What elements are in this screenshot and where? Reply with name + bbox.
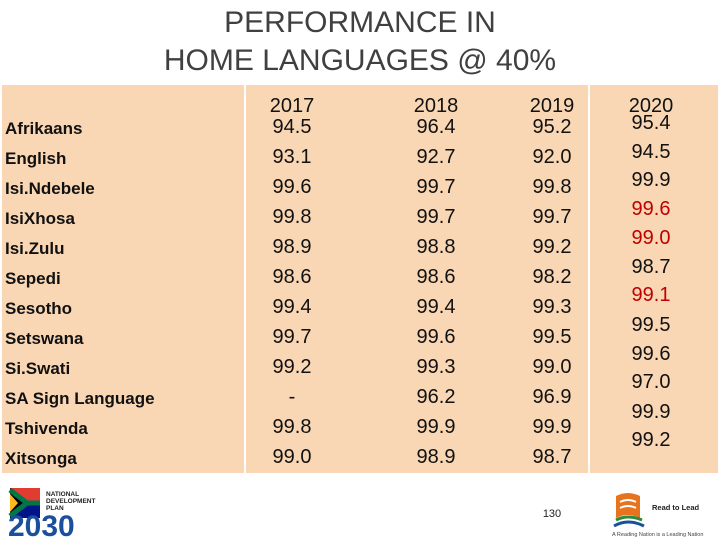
- year-header: 2017: [269, 95, 315, 117]
- language-label: Isi.Ndebele: [5, 179, 95, 198]
- ndp-line-1: NATIONAL: [46, 491, 79, 498]
- score-cell: 99.3: [532, 296, 572, 318]
- score-cell: 98.7: [532, 446, 572, 468]
- language-label: Afrikaans: [5, 119, 83, 138]
- score-cell: 99.8: [272, 206, 312, 228]
- score-cell: 99.8: [532, 176, 572, 198]
- read-to-lead-icon: [613, 493, 645, 528]
- score-cell: 99.0: [631, 227, 671, 249]
- score-cell: 96.2: [416, 386, 456, 408]
- score-cell: 99.5: [631, 314, 671, 336]
- ndp-line-3: PLAN: [46, 505, 64, 512]
- score-cell: 99.7: [532, 206, 572, 228]
- score-cell: 99.4: [272, 296, 312, 318]
- score-cell: 98.9: [416, 446, 456, 468]
- score-cell: 92.7: [416, 146, 456, 168]
- score-cell: 95.4: [631, 112, 671, 134]
- score-cell: 98.6: [416, 266, 456, 288]
- score-cell: 99.9: [532, 416, 572, 438]
- column-divider: [244, 85, 246, 473]
- year-header: 2019: [529, 95, 575, 117]
- score-cell: 99.7: [416, 206, 456, 228]
- score-cell: 99.9: [631, 169, 671, 191]
- score-cell: 92.0: [532, 146, 572, 168]
- performance-table: 2017 2018 2019 2020 Afrikaans 94.5 96.4 95.2 95.…: [2, 85, 718, 473]
- score-cell: 99.3: [416, 356, 456, 378]
- language-label: Setswana: [5, 329, 84, 348]
- score-cell: 99.4: [416, 296, 456, 318]
- language-label: Xitsonga: [5, 449, 77, 468]
- score-cell: 99.7: [272, 326, 312, 348]
- score-cell: 93.1: [272, 146, 312, 168]
- score-cell: 98.9: [272, 236, 312, 258]
- score-cell: 97.0: [631, 371, 671, 393]
- score-cell: 99.1: [631, 284, 671, 306]
- score-cell: -: [288, 386, 296, 408]
- score-cell: 94.5: [272, 116, 312, 138]
- score-cell: 96.4: [416, 116, 456, 138]
- score-cell: 99.9: [631, 401, 671, 423]
- ndp-2030-logo: NATIONAL DEVELOPMENT PLAN 2030: [8, 488, 96, 538]
- score-cell: 99.2: [532, 236, 572, 258]
- language-label: English: [5, 149, 67, 168]
- score-cell: 99.0: [532, 356, 572, 378]
- language-label: Tshivenda: [5, 419, 88, 438]
- score-cell: 96.9: [532, 386, 572, 408]
- score-cell: 99.7: [416, 176, 456, 198]
- sa-flag-icon: [8, 488, 40, 518]
- language-label: Sesotho: [5, 299, 73, 318]
- column-divider: [588, 85, 590, 473]
- score-cell: 99.9: [416, 416, 456, 438]
- rtl-tagline: A Reading Nation is a Leading Nation: [612, 532, 703, 538]
- language-label: Isi.Zulu: [5, 239, 65, 258]
- ndp-line-2: DEVELOPMENT: [46, 498, 96, 505]
- score-cell: 99.2: [631, 429, 671, 451]
- year-header: 2018: [413, 95, 459, 117]
- score-cell: 99.5: [532, 326, 572, 348]
- score-cell: 95.2: [532, 116, 572, 138]
- year-header: 2020: [628, 95, 674, 117]
- language-label: SA Sign Language: [5, 389, 155, 408]
- score-cell: 98.8: [416, 236, 456, 258]
- language-label: Si.Swati: [5, 359, 71, 378]
- score-cell: 98.2: [532, 266, 572, 288]
- score-cell: 99.6: [272, 176, 312, 198]
- read-to-lead-logo: Read to Lead A Reading Nation is a Leadi…: [612, 493, 703, 538]
- score-cell: 98.7: [631, 256, 671, 278]
- ndp-year: 2030: [8, 510, 75, 538]
- score-cell: 99.6: [416, 326, 456, 348]
- page-number: 130: [542, 508, 562, 520]
- score-cell: 94.5: [631, 141, 671, 163]
- score-cell: 99.0: [272, 446, 312, 468]
- score-cell: 98.6: [272, 266, 312, 288]
- score-cell: 99.8: [272, 416, 312, 438]
- title-line-2: HOME LANGUAGES @ 40%: [163, 44, 557, 77]
- rtl-name: Read to Lead: [652, 503, 700, 512]
- score-cell: 99.6: [631, 198, 671, 220]
- score-cell: 99.2: [272, 356, 312, 378]
- language-label: IsiXhosa: [5, 209, 75, 228]
- language-label: Sepedi: [5, 269, 61, 288]
- slide-title: PERFORMANCE IN HOME LANGUAGES @ 40%: [0, 4, 720, 80]
- score-cell: 99.6: [631, 343, 671, 365]
- title-line-1: PERFORMANCE IN: [224, 6, 496, 39]
